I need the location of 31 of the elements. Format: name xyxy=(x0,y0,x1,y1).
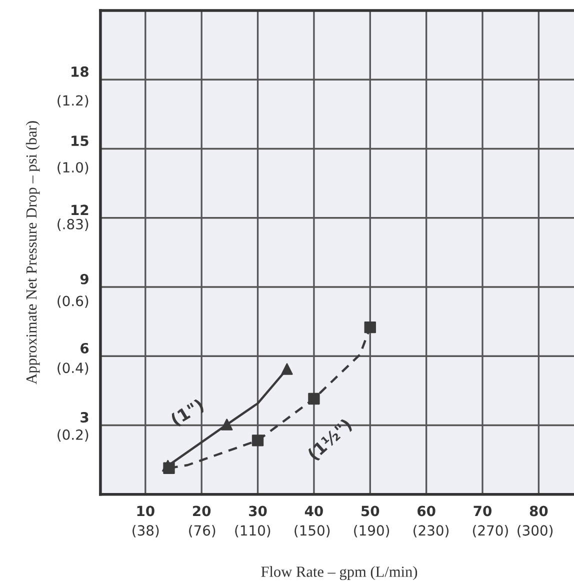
y2-tick-label: (0.6) xyxy=(58,296,88,308)
x-tick-label: 80 xyxy=(530,506,548,516)
x-tick-label: 30 xyxy=(249,506,267,516)
x2-tick-label: (230) xyxy=(414,524,448,538)
x-tick-label: 70 xyxy=(474,506,492,516)
y-tick-label: 3 xyxy=(80,412,88,423)
x-tick-label: 40 xyxy=(304,506,323,516)
x-tick-label: 20 xyxy=(193,506,211,516)
x-tick-label: 60 xyxy=(418,506,436,516)
x2-tick-label: (190) xyxy=(354,524,390,538)
y2-tick-label: (1.2) xyxy=(58,95,88,108)
x-axis-title: Flow Rate – gpm (L/min) xyxy=(261,566,418,580)
x2-tick-label: (38) xyxy=(132,524,159,538)
x2-tick-label: (76) xyxy=(189,524,216,538)
y-tick-label: 15 xyxy=(72,136,88,146)
y2-tick-label: (0.2) xyxy=(58,429,88,442)
y2-axis-title: Approximate Net Pressure Drop – psi (bar) xyxy=(26,121,40,384)
y-tick-label: 18 xyxy=(72,66,88,77)
y2-tick-label: (1.0) xyxy=(58,162,88,174)
y2-tick-label: (0.4) xyxy=(58,362,88,375)
x-tick-label: 10 xyxy=(137,506,154,516)
text: (1") xyxy=(170,398,206,428)
y2-tick-label: (.83) xyxy=(58,218,88,232)
y-tick-label: 6 xyxy=(80,342,89,354)
x2-tick-label: (110) xyxy=(235,524,270,538)
x-tick-label: 50 xyxy=(362,506,380,516)
y-tick-label: 12 xyxy=(72,204,88,215)
x2-tick-label: (300) xyxy=(518,524,553,538)
y-tick-label: 9 xyxy=(80,274,88,284)
x2-tick-label: (150) xyxy=(294,524,330,538)
x2-tick-label: (270) xyxy=(472,524,508,538)
